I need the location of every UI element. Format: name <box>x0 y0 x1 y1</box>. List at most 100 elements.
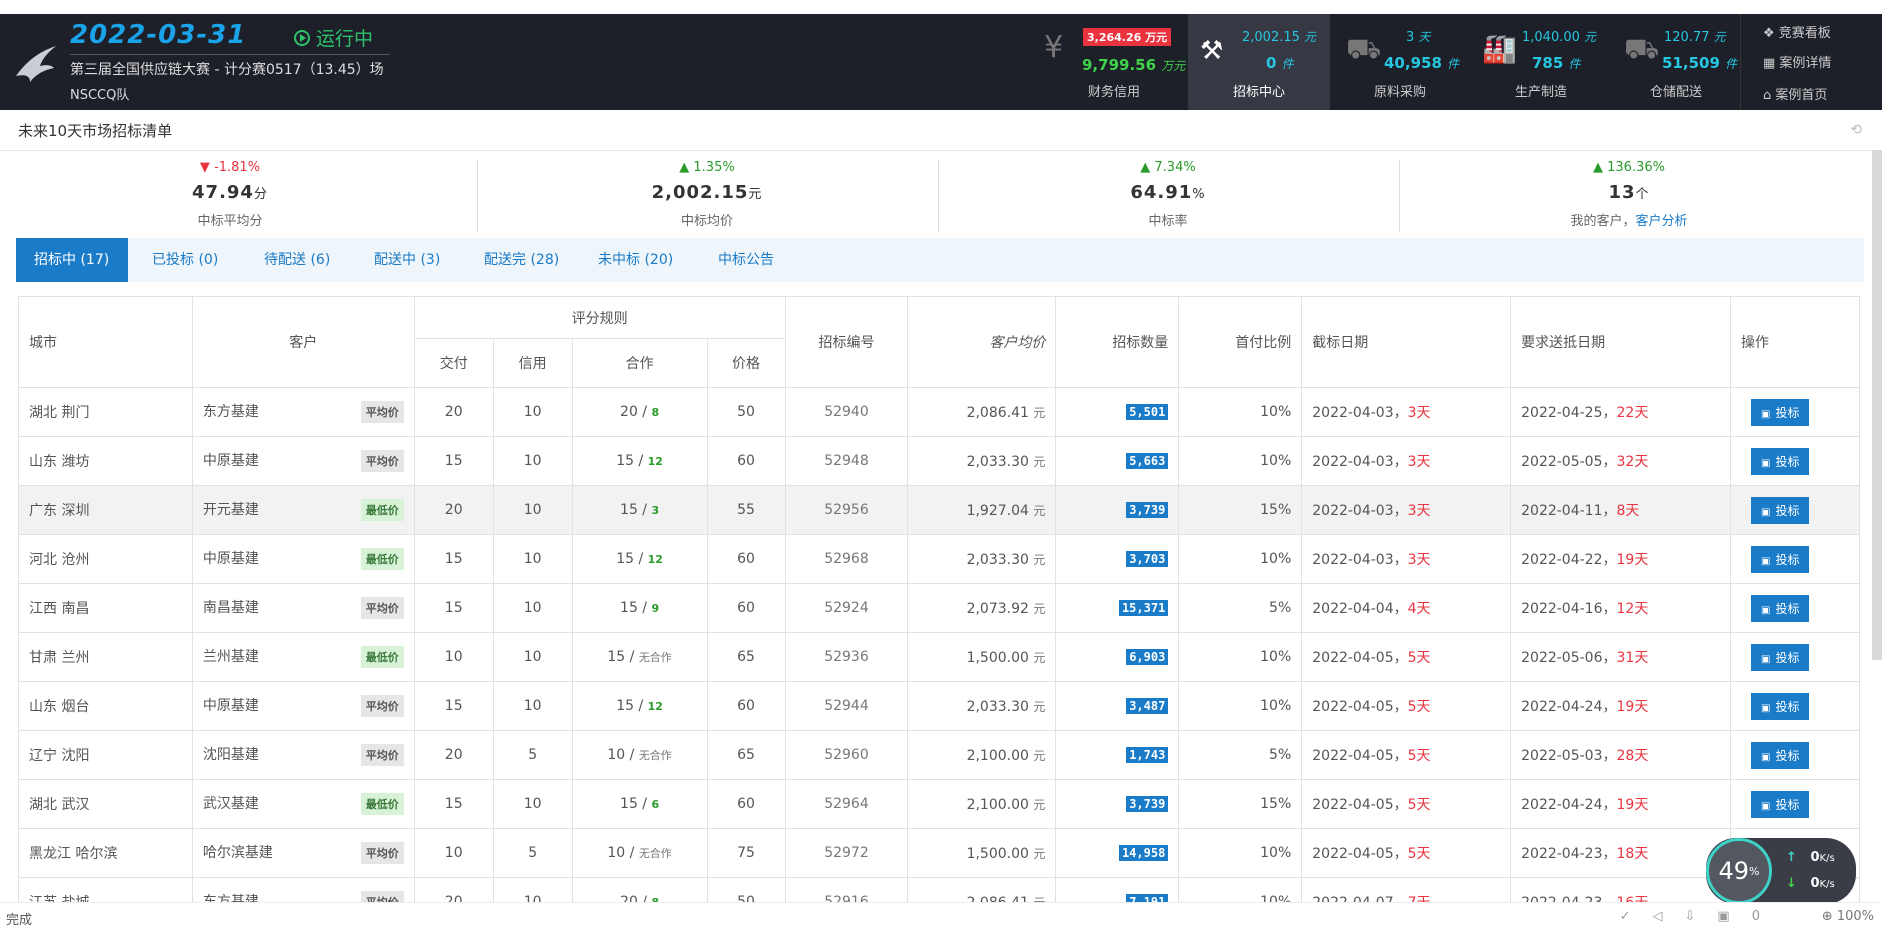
kpi-separator <box>477 160 478 232</box>
col-price: 价格 <box>706 338 786 388</box>
tab-bidding[interactable]: 招标中 (17) <box>16 238 128 282</box>
warehouse-qty: 51,509 件 <box>1662 54 1738 72</box>
cell-customer: 中原基建 最低价 <box>191 534 415 584</box>
cell-credit: 10 <box>492 681 573 731</box>
col-qty[interactable]: 招标数量 <box>1055 296 1180 388</box>
finance-value: 9,799.56 万元 <box>1082 56 1186 74</box>
tab-pending-delivery[interactable]: 待配送 (6) <box>264 252 331 268</box>
cell-customer: 东方基建平均价 <box>191 387 415 437</box>
tab-delivering[interactable]: 配送中 (3) <box>374 252 441 268</box>
bid-button[interactable]: 投标 <box>1750 692 1810 720</box>
sound-icon: ◁ <box>1652 909 1685 924</box>
price-rule-badge: 平均价 <box>360 597 404 619</box>
warehouse-label: 仓储配送 <box>1649 85 1702 100</box>
cell-price: 65 <box>706 730 786 780</box>
col-bid-no[interactable]: 招标编号 <box>784 296 909 388</box>
col-due[interactable]: 要求送抵日期 <box>1510 296 1731 388</box>
bid-button[interactable]: 投标 <box>1750 594 1810 622</box>
cell-coop: 15 / 12 <box>571 681 708 731</box>
kpi-delta: ▲ 1.35% <box>679 160 735 175</box>
cell-avg-price: 2,100.00 元 <box>907 779 1057 829</box>
kpi-caption: 中标平均分 <box>197 214 263 229</box>
warehouse-stat[interactable]: ⛟ 120.77 元 51,509 件 仓储配送 <box>1612 14 1740 110</box>
finance-credit-stat[interactable]: ¥ 3,264.26 万元 9,799.56 万元 财务信用 <box>1040 14 1188 110</box>
cell-qty: 3,739 <box>1055 779 1180 829</box>
cell-due: 2022-04-22，19天 <box>1510 534 1731 584</box>
tender-table: 城市 客户 评分规则 招标编号 客户均价 招标数量 首付比例 截标日期 要求送抵… <box>18 296 1861 927</box>
tab-delivered[interactable]: 配送完 (28) <box>484 252 560 268</box>
cell-avg-price: 1,500.00 元 <box>907 828 1057 878</box>
col-customer[interactable]: 客户 <box>191 296 415 388</box>
tab-announcement[interactable]: 中标公告 <box>718 252 774 268</box>
cell-delivery: 20 <box>413 387 494 437</box>
kpi-win-rate: ▲ 7.34% 64.91% 中标率 <box>938 152 1398 234</box>
kpi-caption: 中标率 <box>1148 214 1188 229</box>
tab-bid-submitted[interactable]: 已投标 (0) <box>152 252 219 268</box>
bid-button[interactable]: 投标 <box>1750 398 1810 426</box>
bid-button[interactable]: 投标 <box>1750 545 1810 573</box>
cell-city: 河北 沧州 <box>18 534 193 584</box>
cell-credit: 5 <box>492 730 573 780</box>
cell-delivery: 15 <box>413 681 494 731</box>
cell-bid-no: 52924 <box>784 583 909 633</box>
cell-action: 投标 <box>1729 436 1861 486</box>
case-home-link[interactable]: ⌂ 案例首页 <box>1763 88 1828 103</box>
cell-prepay: 10% <box>1178 681 1303 731</box>
zoom-level[interactable]: ⊕ 100% <box>1821 909 1874 924</box>
team-name: NSCCQ队 <box>70 88 130 103</box>
bidding-center-stat[interactable]: ⚒ 2,002.15 元 0 件 招标中心 <box>1188 14 1330 110</box>
price-rule-badge: 平均价 <box>360 695 404 717</box>
col-prepay[interactable]: 首付比例 <box>1178 296 1303 388</box>
refresh-icon[interactable]: ⟲ <box>1850 122 1862 138</box>
purchase-days: 3 天 <box>1406 30 1431 45</box>
bid-button[interactable]: 投标 <box>1750 496 1810 524</box>
col-coop: 合作 <box>571 338 708 388</box>
cell-credit: 10 <box>492 485 573 535</box>
production-stat[interactable]: 🏭 1,040.00 元 785 件 生产制造 <box>1470 14 1612 110</box>
bid-button[interactable]: 投标 <box>1750 790 1810 818</box>
col-city[interactable]: 城市 <box>18 296 193 388</box>
cell-delivery: 20 <box>413 485 494 535</box>
cell-avg-price: 2,033.30 元 <box>907 436 1057 486</box>
cell-coop: 15 / 6 <box>571 779 708 829</box>
cell-credit: 5 <box>492 828 573 878</box>
vertical-scrollbar[interactable] <box>1872 150 1882 660</box>
cell-qty: 5,501 <box>1055 387 1180 437</box>
kpi-value: 13个 <box>1608 182 1650 203</box>
col-credit: 信用 <box>492 338 573 388</box>
bid-button[interactable]: 投标 <box>1750 741 1810 769</box>
kpi-separator <box>938 160 939 232</box>
bid-button[interactable]: 投标 <box>1750 643 1810 671</box>
cell-city: 广东 深圳 <box>18 485 193 535</box>
cell-coop: 10 / 无合作 <box>571 730 708 780</box>
panel-divider <box>0 150 1882 151</box>
col-deadline[interactable]: 截标日期 <box>1301 296 1512 388</box>
cell-avg-price: 2,073.92 元 <box>907 583 1057 633</box>
cell-avg-price: 2,100.00 元 <box>907 730 1057 780</box>
col-rules: 评分规则 <box>413 296 786 339</box>
col-avg-price[interactable]: 客户均价 <box>907 296 1057 388</box>
material-purchase-stat[interactable]: ⛟ 3 天 40,958 件 原料采购 <box>1330 14 1470 110</box>
cell-avg-price: 2,086.41 元 <box>907 387 1057 437</box>
cell-qty: 3,739 <box>1055 485 1180 535</box>
browser-status-bar: 完成 ✓◁⇩▣0 ⊕ 100% <box>0 902 1882 941</box>
cell-prepay: 15% <box>1178 779 1303 829</box>
cell-price: 60 <box>706 534 786 584</box>
kpi-caption: 我的客户，客户分析 <box>1570 214 1688 229</box>
cell-coop: 20 / 8 <box>571 387 708 437</box>
cell-prepay: 10% <box>1178 632 1303 682</box>
kpi-delta: ▲ 136.36% <box>1593 160 1665 175</box>
customer-analysis-link[interactable]: 客户分析 <box>1635 214 1688 229</box>
cell-customer: 南昌基建 平均价 <box>191 583 415 633</box>
network-speed-widget[interactable]: 49% ↑ 0K/s ↓ 0K/s <box>1706 838 1856 904</box>
case-detail-link[interactable]: ▦ 案例详情 <box>1763 56 1832 71</box>
cell-price: 60 <box>706 779 786 829</box>
cell-action: 投标 <box>1729 779 1861 829</box>
cell-avg-price: 1,927.04 元 <box>907 485 1057 535</box>
table-row: 山东 烟台 中原基建 平均价 15 10 15 / 12 60 52944 2,033.30 元… <box>18 681 1861 731</box>
cell-credit: 10 <box>492 632 573 682</box>
tab-lost[interactable]: 未中标 (20) <box>598 252 674 268</box>
bid-button[interactable]: 投标 <box>1750 447 1810 475</box>
dashboard-link[interactable]: ❖ 竞赛看板 <box>1763 26 1831 41</box>
